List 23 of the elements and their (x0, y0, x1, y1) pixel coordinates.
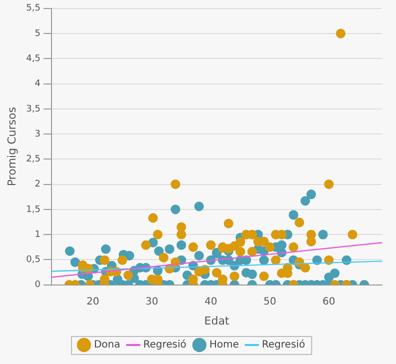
y-tick-label: 1,5 (26, 204, 41, 215)
y-tick-label: 4,5 (26, 54, 41, 64)
x-tick-label: 30 (145, 296, 158, 308)
legend-label: Regresió (262, 340, 306, 351)
legend-label: Regresió (143, 340, 186, 351)
y-tick-label: 2,5 (26, 154, 41, 165)
x-tick-label: 50 (264, 296, 276, 308)
y-tick-label: 4 (34, 79, 41, 90)
y-axis-title: Promig Cursos (5, 106, 18, 186)
y-tick-label: 2 (34, 180, 41, 190)
x-tick-label: 20 (86, 296, 100, 308)
y-tick-label: 3,5 (26, 104, 41, 114)
legend-label: Home (209, 340, 239, 351)
y-tick-label: 1 (34, 230, 41, 240)
x-tick-label: 60 (322, 296, 336, 308)
y-tick-label: 0 (34, 280, 41, 290)
y-tick-label: 3 (34, 129, 41, 140)
legend-label: Dona (94, 340, 120, 351)
y-tick-label: 5,5 (26, 4, 41, 14)
x-tick-label: 40 (204, 296, 218, 308)
y-tick-label: 5 (34, 28, 41, 39)
y-tick-label: 0,5 (26, 255, 41, 266)
x-axis-title: Edat (204, 314, 230, 328)
